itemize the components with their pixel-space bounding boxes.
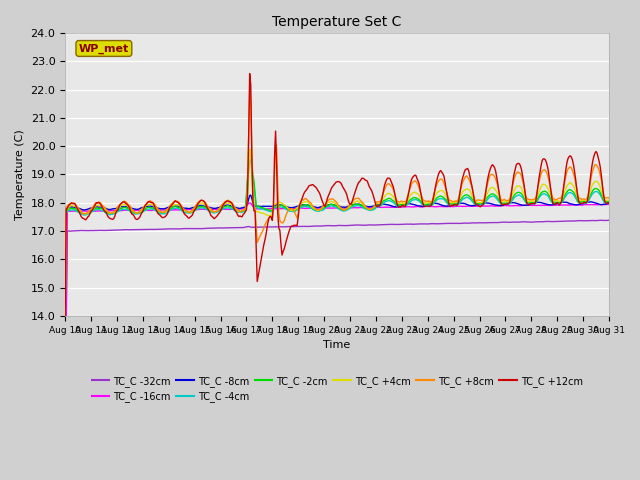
X-axis label: Time: Time (323, 340, 351, 350)
Y-axis label: Temperature (C): Temperature (C) (15, 129, 25, 220)
Legend: TC_C -32cm, TC_C -16cm, TC_C -8cm, TC_C -4cm, TC_C -2cm, TC_C +4cm, TC_C +8cm, T: TC_C -32cm, TC_C -16cm, TC_C -8cm, TC_C … (88, 372, 586, 406)
Text: WP_met: WP_met (79, 43, 129, 54)
Title: Temperature Set C: Temperature Set C (273, 15, 402, 29)
